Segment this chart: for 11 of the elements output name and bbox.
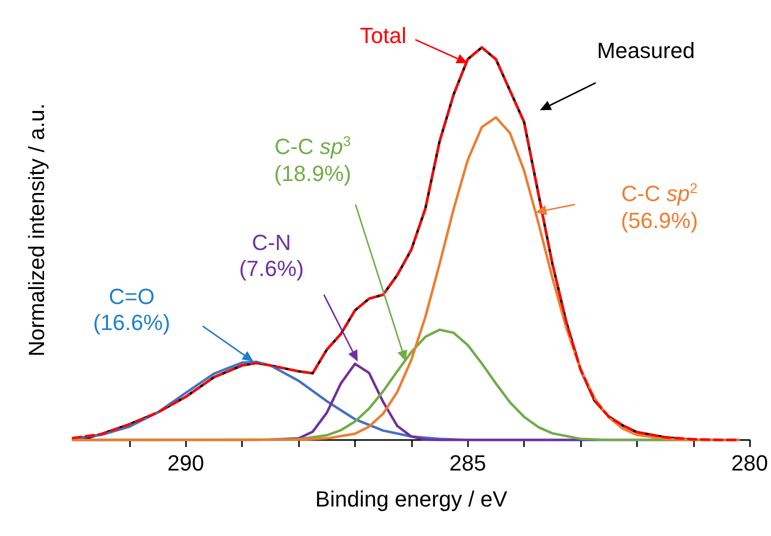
annotation: C-C sp$^{2}$ (56.9%) (620, 179, 698, 234)
x-tick-label: 280 (731, 450, 768, 476)
annotation: Total (360, 22, 406, 49)
y-axis-title: Normalized intensity / a.u. (24, 103, 49, 357)
annotation: C-C sp$^{3}$ (18.9%) (274, 132, 352, 187)
x-tick-label: 285 (449, 450, 486, 476)
annotation: C=O (16.6%) (93, 284, 170, 336)
annotation: C-N (7.6%) (239, 230, 304, 282)
x-tick-label: 290 (167, 450, 204, 476)
x-axis-title: Binding energy / eV (315, 486, 508, 512)
annotation: Measured (596, 38, 695, 64)
